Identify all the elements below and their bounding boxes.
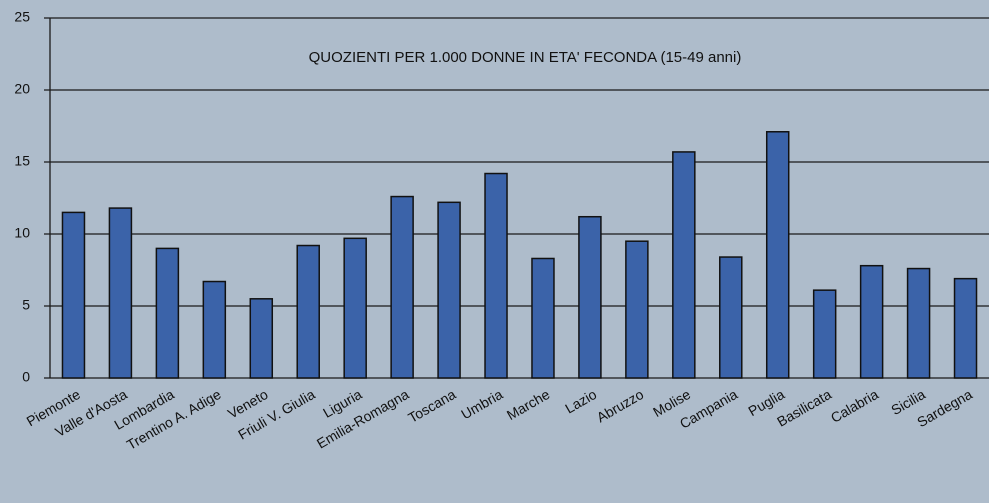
bar bbox=[249, 298, 274, 379]
bar bbox=[296, 244, 320, 379]
bar bbox=[202, 280, 227, 379]
bar bbox=[437, 201, 461, 379]
bar bbox=[672, 151, 696, 379]
bar bbox=[719, 256, 743, 379]
chart-title: QUOZIENTI PER 1.000 DONNE IN ETA' FECOND… bbox=[309, 49, 742, 66]
y-tick-label: 25 bbox=[14, 9, 30, 25]
bar bbox=[343, 237, 367, 379]
bar bbox=[953, 277, 978, 379]
bar bbox=[531, 257, 555, 379]
bar bbox=[906, 267, 931, 379]
bar bbox=[578, 215, 602, 379]
bar bbox=[484, 172, 508, 379]
y-tick-label: 5 bbox=[22, 297, 30, 313]
y-tick-label: 0 bbox=[22, 369, 30, 385]
bar bbox=[390, 195, 414, 379]
bar bbox=[155, 247, 180, 379]
bar bbox=[625, 240, 649, 379]
bar bbox=[765, 131, 790, 379]
y-tick-label: 10 bbox=[14, 225, 30, 241]
bar bbox=[61, 211, 86, 379]
y-tick-label: 20 bbox=[14, 81, 30, 97]
y-tick-label: 15 bbox=[14, 153, 30, 169]
bar bbox=[812, 289, 837, 379]
bar bbox=[108, 207, 133, 379]
bar bbox=[859, 264, 884, 379]
